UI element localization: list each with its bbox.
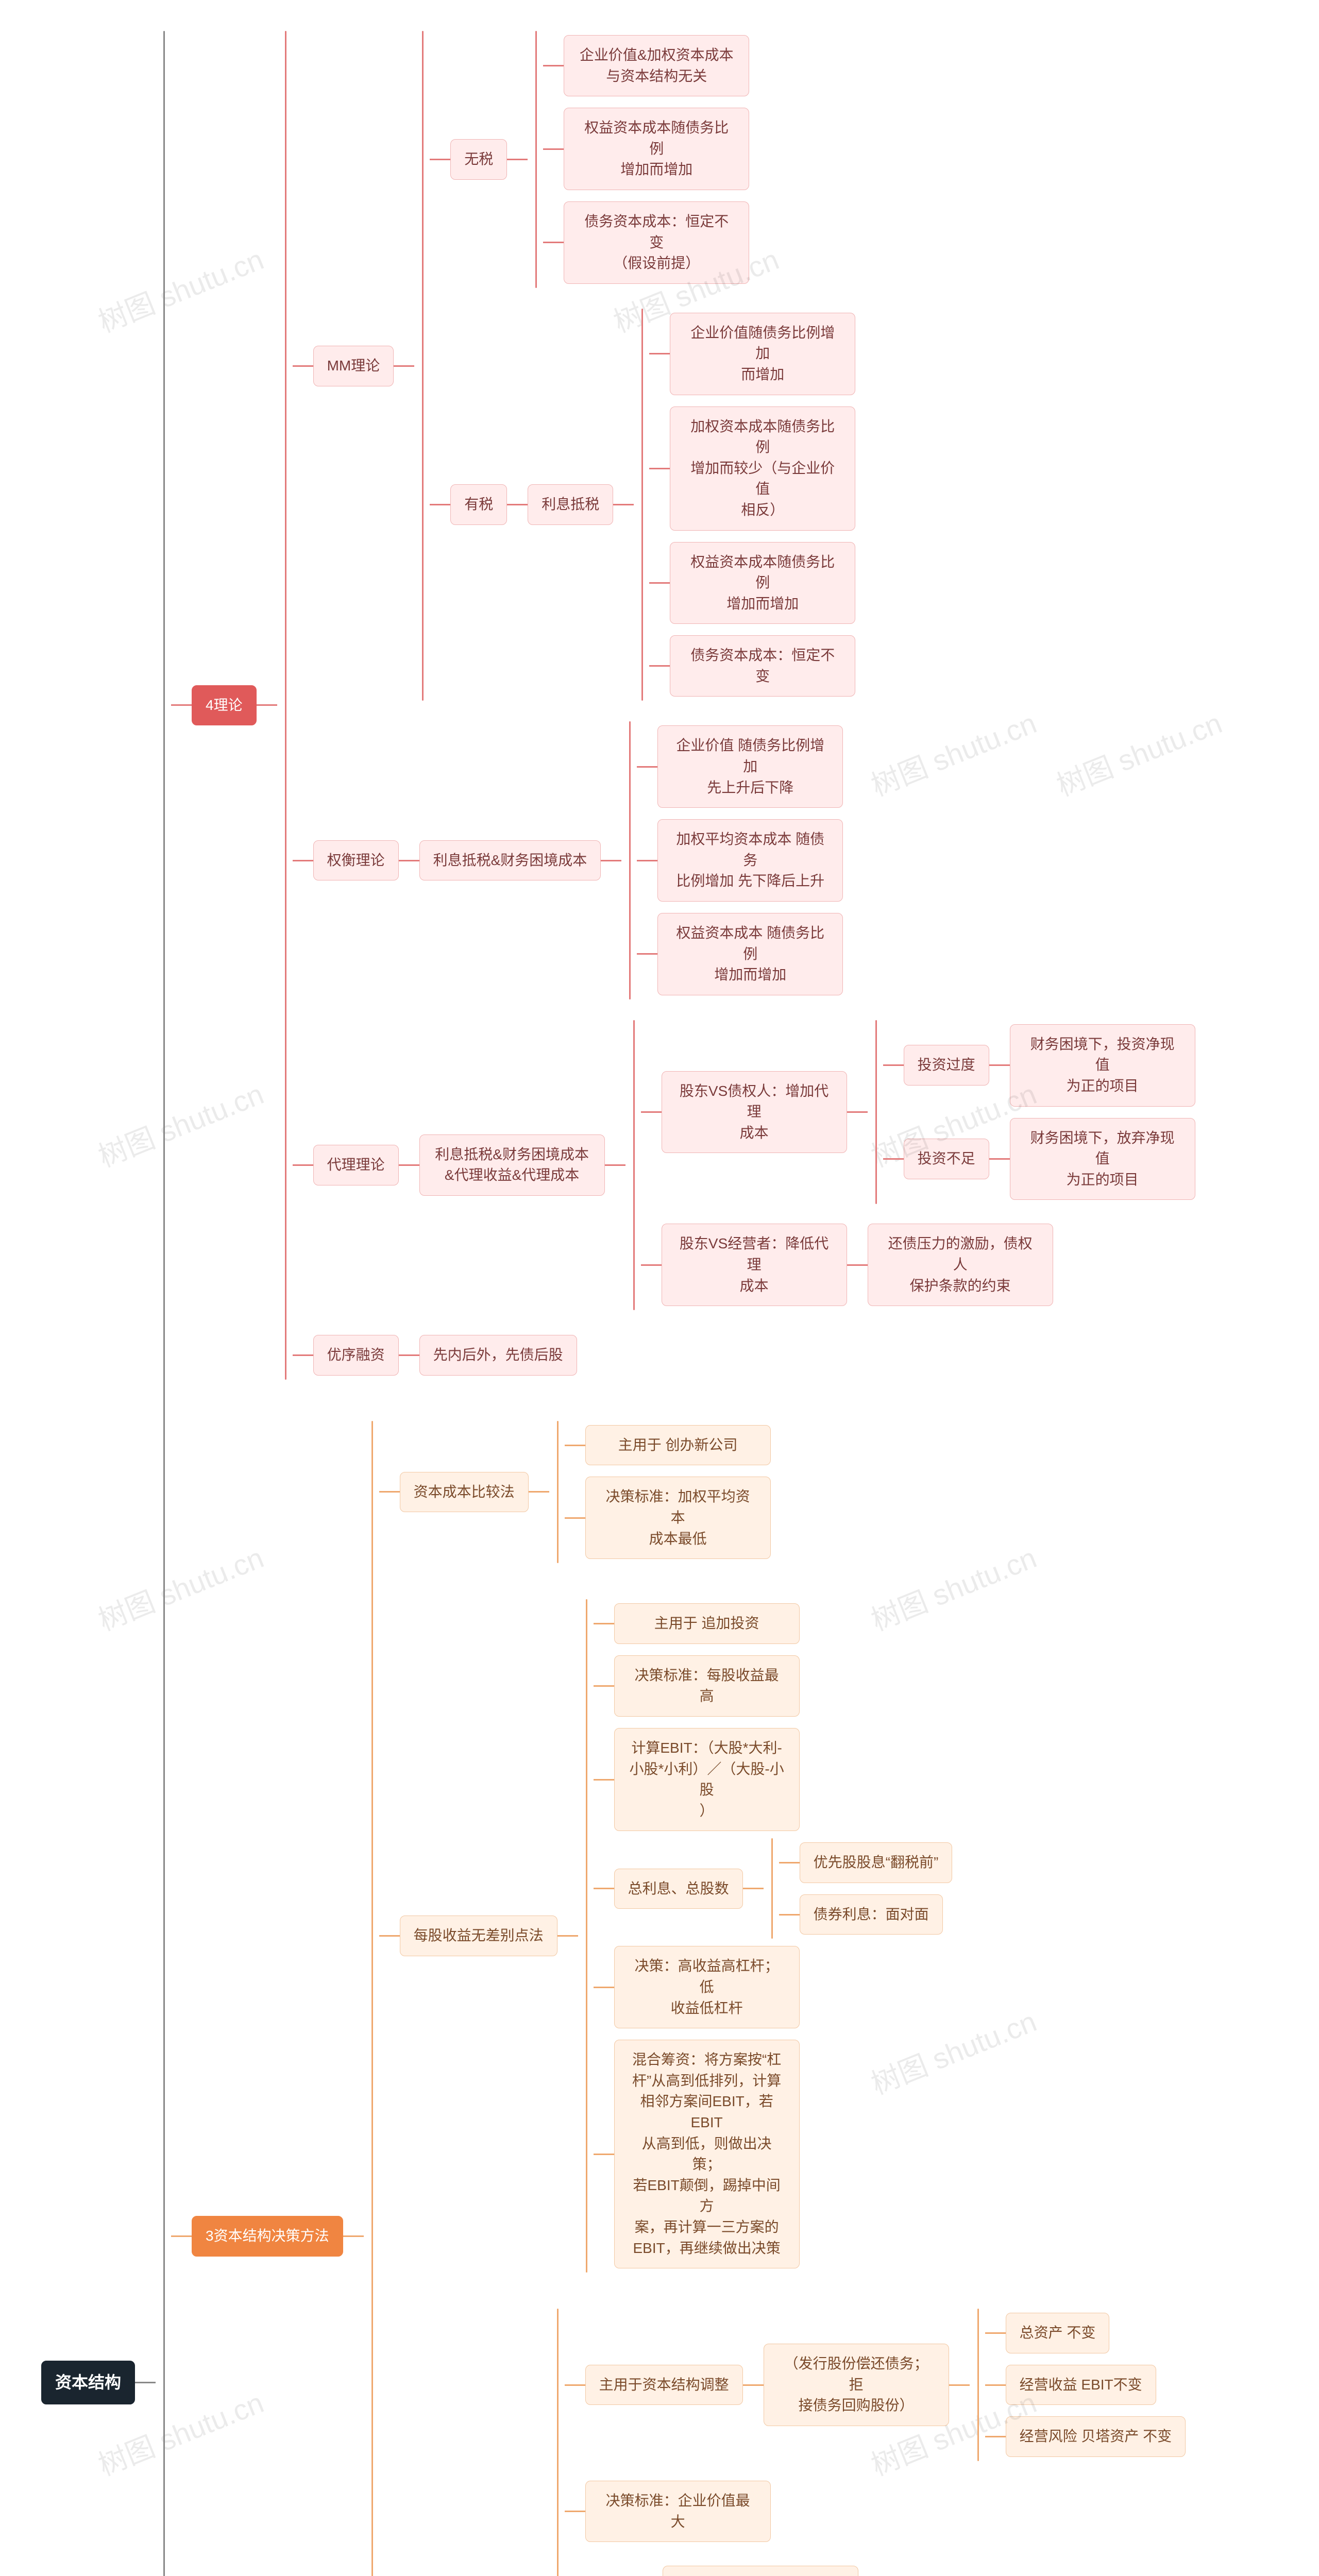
leaf: 财务困境下，放弃净现值 为正的项目 <box>1010 1118 1195 1200</box>
leaf: 企业价值 随债务比例增加 先上升后下降 <box>657 725 843 808</box>
leaf: 权益资本成本随债务比例 增加而增加 <box>564 108 749 190</box>
leaf: 优先股股息“翻税前” <box>800 1842 953 1883</box>
leaf: 还债压力的激励，债权人 保护条款的约束 <box>868 1224 1053 1306</box>
leaf: 永续0增长（保持现有的资 产规模和息税前利润率， 将全部净利分配给股东） <box>663 2566 858 2576</box>
node-sh-cred: 股东VS债权人：增加代理 成本 <box>662 1071 847 1154</box>
root-node: 资本结构 <box>41 2361 135 2404</box>
leaf: 决策标准：每股收益最高 <box>614 1655 800 1717</box>
leaf: 权益资本成本随债务比例 增加而增加 <box>670 542 855 624</box>
node-theory: 4理论 <box>192 685 257 726</box>
leaf: 加权平均资本成本 随债务 比例增加 先下降后上升 <box>657 819 843 902</box>
node-value-c1: 主用于资本结构调整 <box>585 2365 743 2405</box>
node-mm-notax: 无税 <box>450 139 507 180</box>
leaf: 投资过度 <box>904 1045 989 1086</box>
node-sh-mgr: 股东VS经营者：降低代理 成本 <box>662 1224 847 1306</box>
node-tradeoff: 权衡理论 <box>313 840 399 881</box>
leaf: 加权资本成本随债务比例 增加而较少（与企业价值 相反） <box>670 406 855 531</box>
node-methods: 3资本结构决策方法 <box>192 2216 343 2257</box>
leaf: 企业价值&加权资本成本 与资本结构无关 <box>564 35 749 96</box>
leaf: 先内后外，先债后股 <box>419 1335 577 1376</box>
node-tradeoff-mid: 利息抵税&财务困境成本 <box>419 840 601 881</box>
leaf: 财务困境下，投资净现值 为正的项目 <box>1010 1024 1195 1107</box>
node-mm: MM理论 <box>313 346 394 386</box>
leaf: 债务资本成本：恒定不变 （假设前提） <box>564 201 749 284</box>
leaf: 决策标准：企业价值最大 <box>585 2481 771 2542</box>
node-eps: 每股收益无差别点法 <box>400 1916 557 1956</box>
leaf: 主用于 追加投资 <box>614 1603 800 1644</box>
node-agency: 代理理论 <box>313 1145 399 1185</box>
node-cost: 资本成本比较法 <box>400 1472 529 1513</box>
leaf: 企业价值随债务比例增加 而增加 <box>670 313 855 395</box>
node-value-c1-mid: （发行股份偿还债务；拒 接债务回购股份） <box>764 2344 949 2426</box>
leaf: 总资产 不变 <box>1006 2313 1110 2353</box>
leaf: 主用于 创办新公司 <box>585 1425 771 1466</box>
leaf: 混合筹资：将方案按“杠 杆”从高到低排列，计算 相邻方案间EBIT，若EBIT … <box>614 2040 800 2268</box>
leaf: 决策标准：加权平均资本 成本最低 <box>585 1477 771 1559</box>
node-agency-mid: 利息抵税&财务困境成本 &代理收益&代理成本 <box>419 1134 605 1196</box>
leaf: 计算EBIT：（大股*大利- 小股*小利）／（大股-小股 ） <box>614 1728 800 1831</box>
leaf: 经营风险 贝塔资产 不变 <box>1006 2416 1186 2457</box>
node-eps-c4: 总利息、总股数 <box>614 1869 743 1909</box>
node-mm-tax-mid: 利息抵税 <box>528 484 613 525</box>
node-pecking: 优序融资 <box>313 1335 399 1376</box>
leaf: 权益资本成本 随债务比例 增加而增加 <box>657 913 843 995</box>
leaf: 经营收益 EBIT不变 <box>1006 2365 1156 2405</box>
leaf: 投资不足 <box>904 1139 989 1179</box>
leaf: 债务资本成本：恒定不变 <box>670 635 855 697</box>
leaf: 债券利息：面对面 <box>800 1894 943 1935</box>
node-mm-tax: 有税 <box>450 484 507 525</box>
leaf: 决策：高收益高杠杆；低 收益低杠杆 <box>614 1946 800 2028</box>
